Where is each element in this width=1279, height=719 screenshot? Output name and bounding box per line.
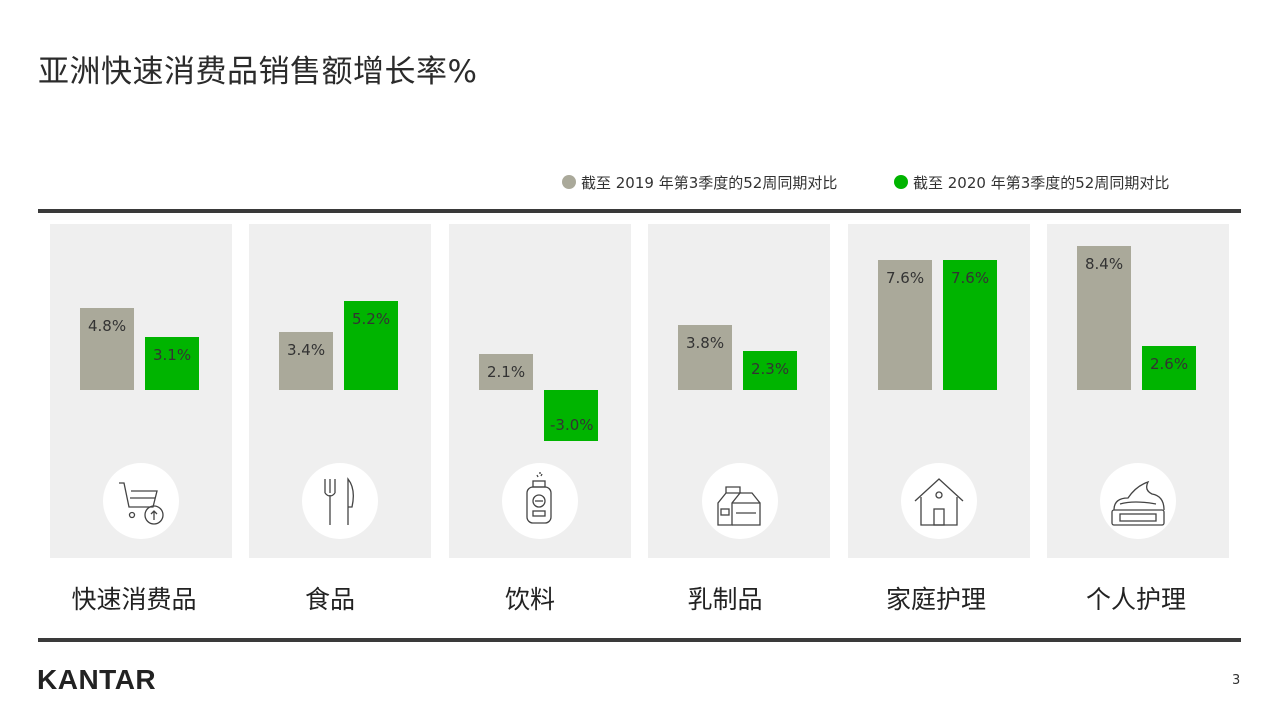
bar-2019 [1077,246,1131,390]
category-label: 个人护理 [1086,585,1187,614]
category-label: 乳制品 [687,585,763,614]
category-label: 食品 [305,585,356,614]
bottom-divider [38,638,1241,642]
data-label: 3.8% [686,334,725,353]
data-label: 2.6% [1150,354,1189,373]
data-label: 5.2% [352,310,391,329]
data-label: 3.4% [287,340,326,359]
cutlery-icon [302,463,378,539]
data-label: 2.3% [751,359,790,378]
data-label: 7.6% [951,269,990,288]
page-title: 亚洲快速消费品销售额增长率% [38,54,478,90]
data-label: -3.0% [550,416,594,434]
bar-2020 [1142,345,1196,390]
data-label: 7.6% [886,269,925,288]
legend-label-2020: 截至 2020 年第3季度的52周同期对比 [913,173,1170,192]
bar-2020 [544,390,598,442]
bar-2019 [678,325,732,390]
cart-icon [103,463,179,539]
drink-bottle-icon [502,463,578,539]
legend-item-2020: 截至 2020 年第3季度的52周同期对比 [894,170,1169,194]
category-label: 饮料 [505,585,556,614]
category-label: 家庭护理 [886,585,987,614]
category-label: 快速消费品 [71,585,197,614]
bar-2020 [743,350,797,390]
page-number: 3 [1232,673,1241,688]
bar-2019 [80,307,134,390]
milk-carton-icon [702,463,778,539]
bar-2019 [878,260,932,390]
bar-2019 [479,354,533,390]
legend-label-2019: 截至 2019 年第3季度的52周同期对比 [581,173,838,192]
bar-2020 [344,301,398,390]
bar-2019 [279,331,333,390]
house-icon [901,463,977,539]
data-label: 3.1% [153,345,192,364]
legend-swatch-2019 [562,175,576,189]
legend-item-2019: 截至 2019 年第3季度的52周同期对比 [562,170,837,194]
data-label: 2.1% [487,363,526,382]
legend-swatch-2020 [894,175,908,189]
cream-jar-icon [1100,463,1176,539]
top-divider [38,209,1241,213]
kantar-logo: KANTAR [37,664,157,695]
bar-2020 [145,336,199,390]
data-label: 8.4% [1085,255,1124,274]
bar-2020 [943,260,997,390]
data-label: 4.8% [88,316,127,335]
